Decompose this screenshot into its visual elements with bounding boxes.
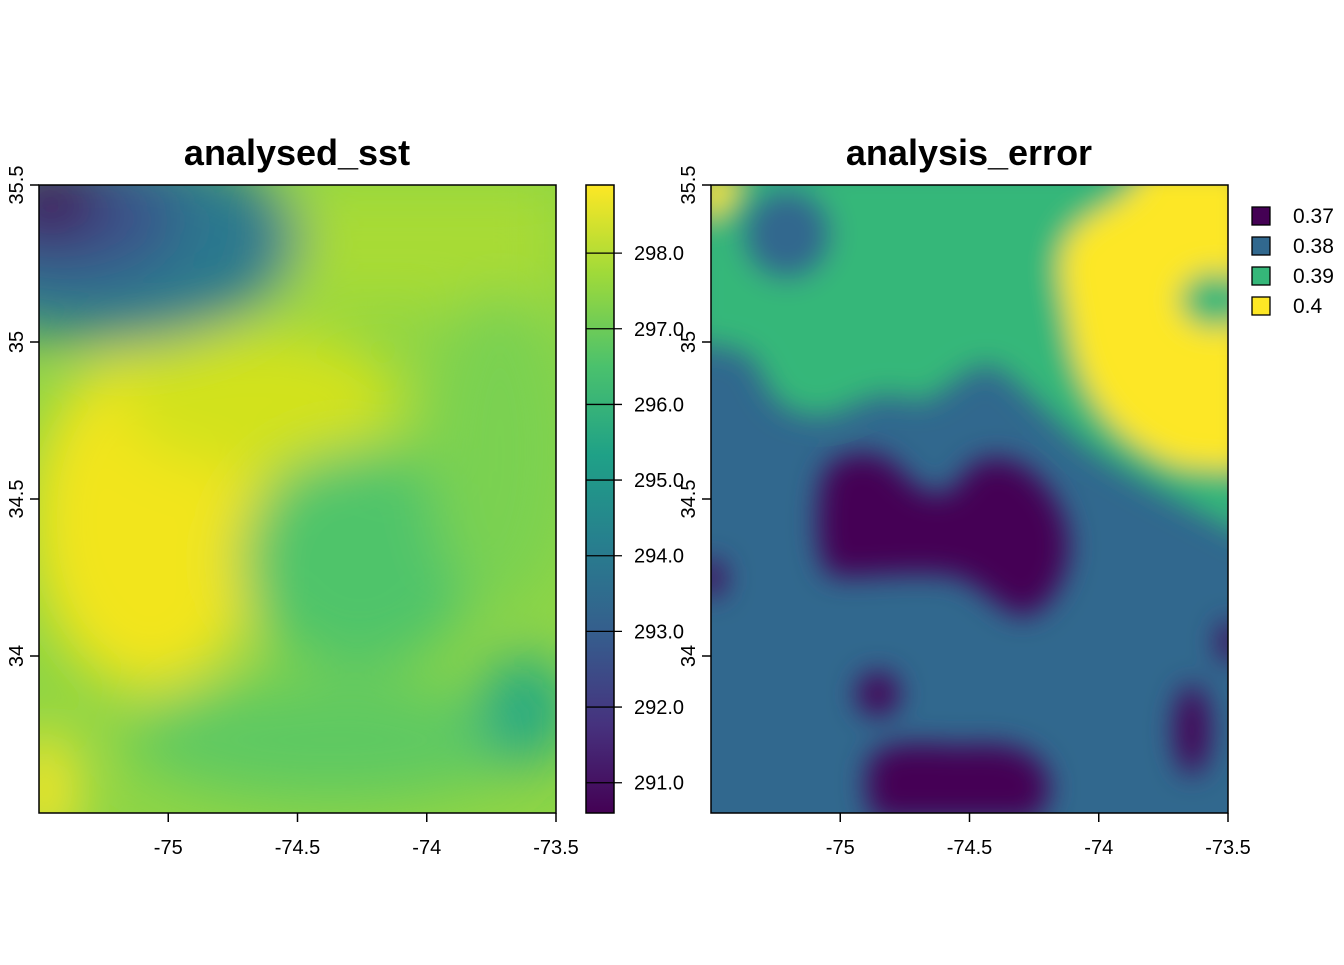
legend-swatch bbox=[1251, 296, 1271, 316]
colorbar-tick-label: 291.0 bbox=[634, 773, 684, 795]
sst-y-tick-label: 34 bbox=[6, 645, 28, 667]
error-y-tick-label: 34 bbox=[678, 645, 700, 667]
sst-field-cool-south bbox=[130, 680, 530, 800]
legend-label: 0.38 bbox=[1293, 235, 1334, 258]
colorbar-tick-label: 292.0 bbox=[634, 697, 684, 719]
error-class-0.37-west-edge bbox=[711, 560, 725, 596]
error-class-0.4-northeast bbox=[1060, 185, 1228, 469]
sst-axes: -75 -74.5 -74 -73.5 34 34.5 35 35.5 bbox=[6, 166, 579, 859]
error-x-tick-label: -73.5 bbox=[1205, 837, 1251, 859]
error-raster bbox=[711, 185, 1228, 813]
error-y-tick-label: 34.5 bbox=[678, 480, 700, 519]
error-axes: -75 -74.5 -74 -73.5 34 34.5 35 35.5 bbox=[678, 166, 1251, 859]
error-class-0.39-patch-east bbox=[1180, 272, 1228, 328]
sst-x-tick-label: -74 bbox=[412, 837, 441, 859]
legend-label: 0.37 bbox=[1293, 205, 1334, 228]
sst-field-cool-southeast bbox=[480, 655, 556, 765]
colorbar-tick-label: 296.0 bbox=[634, 394, 684, 416]
panel2-title: analysis_error bbox=[846, 132, 1092, 173]
panel1-title: analysed_sst bbox=[184, 132, 410, 173]
error-legend: 0.37 0.38 0.39 0.4 bbox=[1251, 205, 1334, 318]
sst-y-tick-label: 34.5 bbox=[6, 480, 28, 519]
error-class-0.37-east-blob bbox=[1175, 685, 1209, 775]
error-x-tick-label: -74 bbox=[1084, 837, 1113, 859]
error-class-0.37-center bbox=[818, 453, 1069, 616]
error-class-0.37-east-edge bbox=[1218, 622, 1228, 662]
legend-swatch bbox=[1251, 266, 1271, 286]
sst-x-tick-label: -73.5 bbox=[533, 837, 579, 859]
legend-label: 0.4 bbox=[1293, 295, 1323, 318]
colorbar-tick-label: 295.0 bbox=[634, 470, 684, 492]
legend-swatch bbox=[1251, 206, 1271, 226]
error-class-0.37-south-west bbox=[857, 672, 899, 716]
sst-y-tick-label: 35.5 bbox=[6, 166, 28, 205]
colorbar-tick-label: 297.0 bbox=[634, 319, 684, 341]
error-x-tick-label: -74.5 bbox=[947, 837, 993, 859]
sst-field-cold-nw-1 bbox=[39, 185, 100, 235]
sst-raster bbox=[39, 185, 556, 813]
sst-colorbar: 291.0 292.0 293.0 294.0 295.0 296.0 297.0 298.0 bbox=[585, 184, 684, 814]
error-class-0.4-corner bbox=[711, 185, 736, 216]
colorbar-tick-label: 293.0 bbox=[634, 621, 684, 643]
error-x-tick-label: -75 bbox=[826, 837, 855, 859]
legend-label: 0.39 bbox=[1293, 265, 1334, 288]
sst-x-tick-label: -75 bbox=[154, 837, 183, 859]
sst-y-tick-label: 35 bbox=[6, 331, 28, 353]
error-y-tick-label: 35 bbox=[678, 331, 700, 353]
sst-field-cool-center bbox=[240, 450, 480, 670]
panel-analysed-sst: analysed_sst -75 -74.5 -74 -73.5 34 34.5 35 35.… bbox=[6, 132, 684, 859]
error-class-0.37-south bbox=[866, 743, 1050, 813]
colorbar-gradient bbox=[585, 184, 615, 814]
sst-field-warm-southwest bbox=[39, 730, 75, 813]
sst-field-warm-center bbox=[120, 330, 400, 470]
panel-analysis-error: analysis_error -75 -74.5 -74 -73.5 34 34.5 35 3… bbox=[678, 132, 1334, 859]
error-y-tick-label: 35.5 bbox=[678, 166, 700, 205]
colorbar-ticks: 291.0 292.0 293.0 294.0 295.0 296.0 297.0 298.0 bbox=[586, 243, 684, 795]
colorbar-tick-label: 298.0 bbox=[634, 243, 684, 265]
sst-field-east bbox=[430, 290, 556, 610]
colorbar-tick-label: 294.0 bbox=[634, 546, 684, 568]
legend-swatch bbox=[1251, 236, 1271, 256]
sst-x-tick-label: -74.5 bbox=[275, 837, 321, 859]
error-class-0.38-patch-north bbox=[742, 188, 832, 280]
